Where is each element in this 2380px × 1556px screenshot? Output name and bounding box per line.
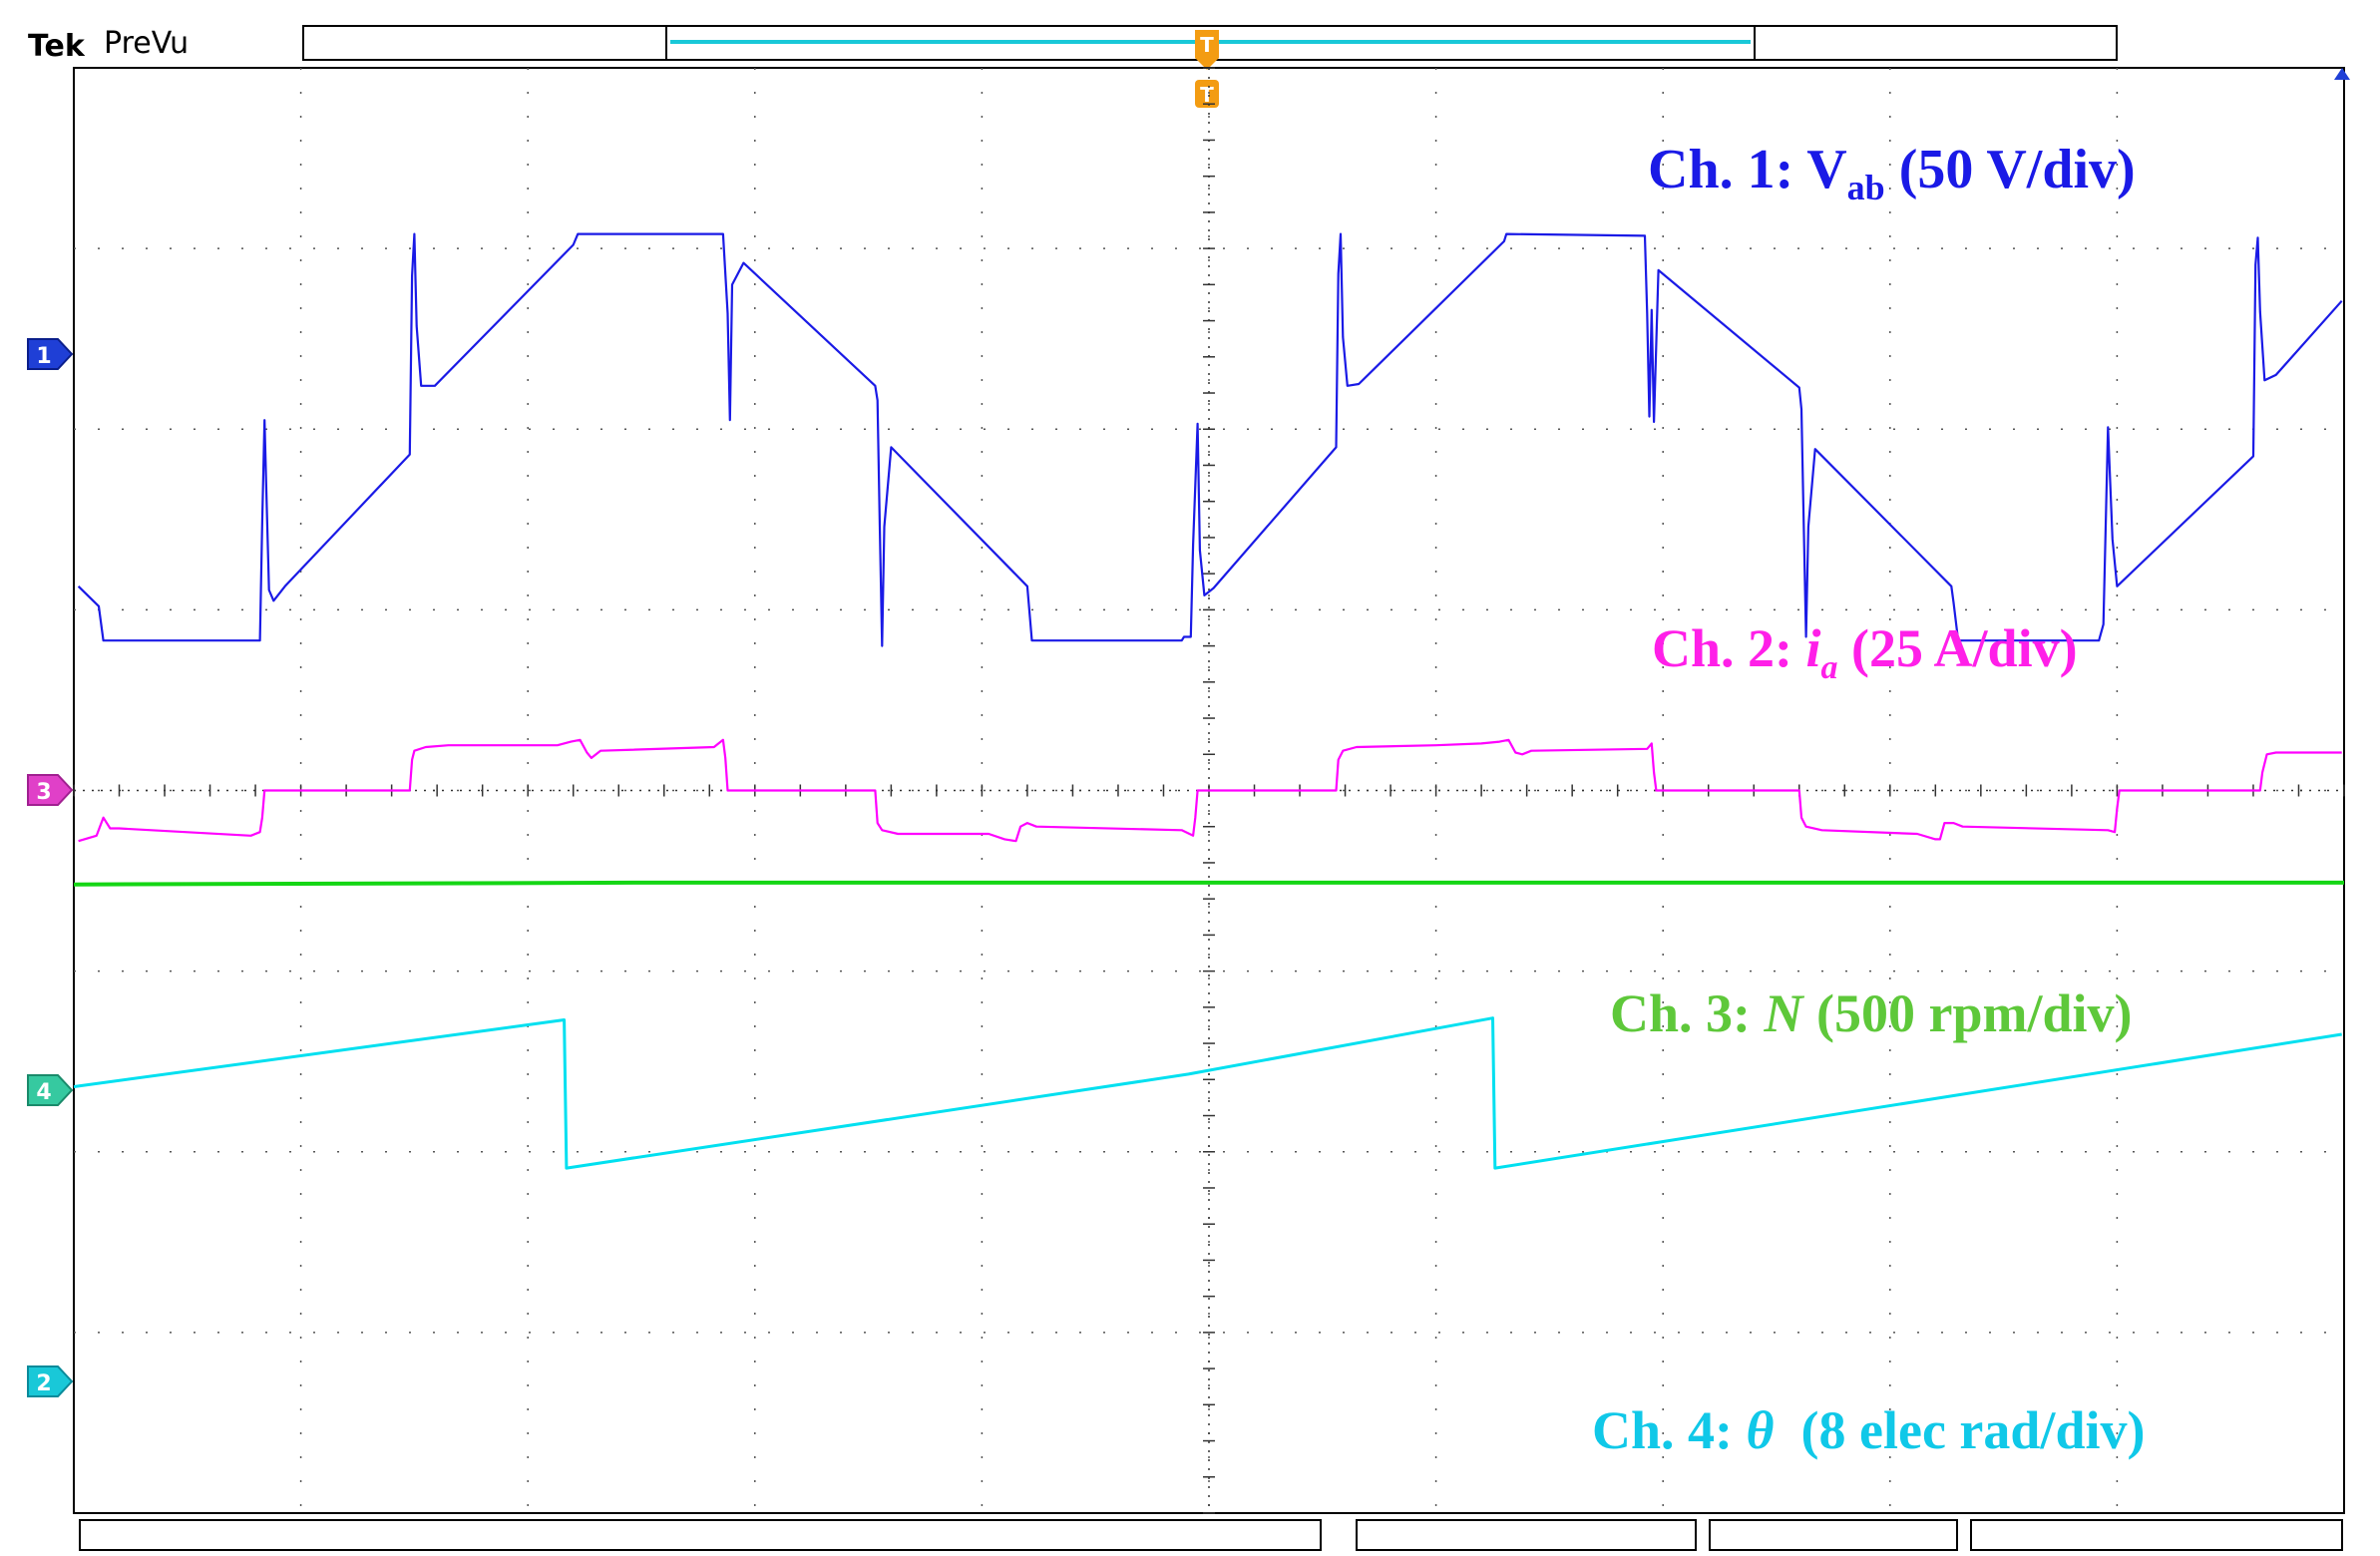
ch2-label-prefix: Ch. 2: — [1652, 618, 1806, 678]
ch4-label: Ch. 4: θ (8 elec rad/div) — [1592, 1400, 2145, 1460]
ch2-label-sub: a — [1821, 649, 1838, 686]
trigger-marker-icon: T — [1195, 80, 1219, 108]
ch3-label-italic: N — [1764, 983, 1805, 1043]
ch1-label-prefix: Ch. 1: V — [1648, 139, 1847, 200]
svg-text:1: 1 — [36, 344, 51, 369]
ch2-label-italic: i — [1806, 618, 1821, 678]
brand-logo: Tek — [28, 29, 86, 64]
ch2-marker[interactable]: 2 — [27, 1365, 74, 1397]
ch1-label: Ch. 1: Vab (50 V/div) — [1648, 139, 2136, 207]
trigger-position-icon: T — [1195, 30, 1219, 70]
readout-box-1 — [79, 1519, 1322, 1551]
ch2-label-suffix: (25 A/div) — [1838, 618, 2078, 678]
svg-text:2: 2 — [36, 1371, 51, 1396]
ch4-label-prefix: Ch. 4: — [1592, 1400, 1747, 1460]
ch4-trace — [73, 1016, 2342, 1170]
mode-label: PreVu — [104, 26, 189, 61]
readout-box-4 — [1970, 1519, 2343, 1551]
ch1-label-sub: ab — [1847, 168, 1885, 207]
ch4-label-suffix: (8 elec rad/div) — [1775, 1400, 2146, 1460]
ch3-trace — [73, 880, 2344, 887]
svg-text:4: 4 — [36, 1080, 51, 1105]
ch3-marker[interactable]: 3 — [27, 774, 74, 806]
readout-box-2 — [1356, 1519, 1697, 1551]
ch4-label-italic: θ — [1747, 1400, 1775, 1460]
readout-box-3 — [1709, 1519, 1958, 1551]
svg-text:T: T — [1200, 33, 1214, 57]
ch3-label-suffix: (500 rpm/div) — [1803, 983, 2133, 1043]
ch4-marker[interactable]: 4 — [27, 1074, 74, 1106]
waveform-traces — [73, 232, 2344, 1170]
ch1-label-suffix: (50 V/div) — [1885, 139, 2136, 200]
ch3-label: Ch. 3: N (500 rpm/div) — [1610, 983, 2133, 1043]
ch2-trace — [78, 738, 2342, 843]
scroll-up-icon[interactable] — [2334, 68, 2350, 80]
svg-text:3: 3 — [36, 780, 51, 805]
svg-text:T: T — [1200, 83, 1214, 107]
bottom-readout-bar — [79, 1519, 2343, 1551]
ch2-label: Ch. 2: ia (25 A/div) — [1652, 618, 2078, 686]
ch1-trace — [77, 232, 2343, 647]
ch3-label-prefix: Ch. 3: — [1610, 983, 1765, 1043]
ch1-marker[interactable]: 1 — [27, 338, 74, 370]
